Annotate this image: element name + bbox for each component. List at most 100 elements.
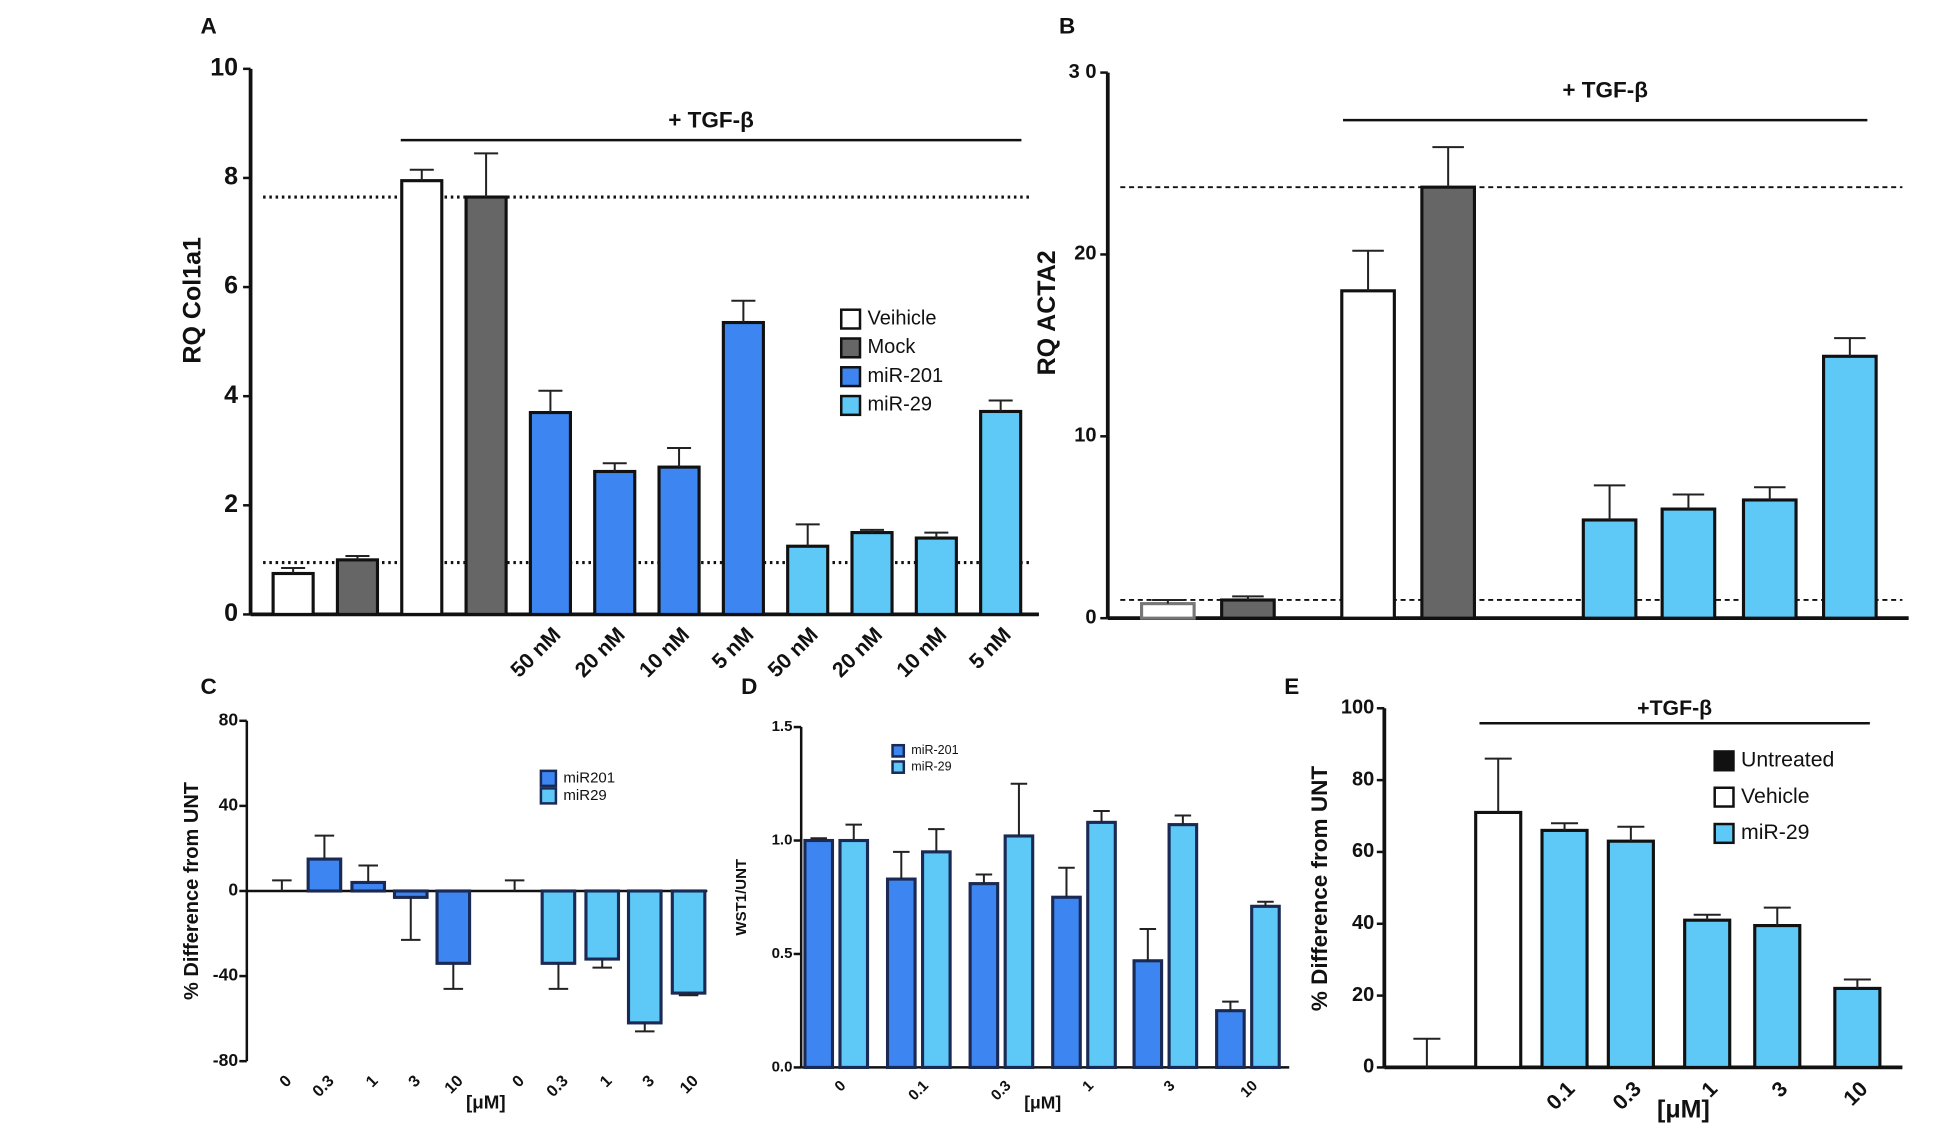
- y-tick-label: 80: [1352, 768, 1374, 790]
- x-tick-label: 10: [1237, 1077, 1261, 1101]
- legend-swatch: [1713, 786, 1735, 808]
- panel-letter: B: [1059, 13, 1075, 38]
- x-tick-label: 10 nM: [892, 622, 952, 682]
- bar: [626, 889, 663, 1025]
- panel-letter: A: [201, 13, 217, 38]
- y-tick-label: 0: [1085, 606, 1096, 628]
- x-tick-label: 5 nM: [707, 622, 758, 673]
- x-tick-label: 1: [1079, 1077, 1097, 1095]
- error-bar: [602, 462, 627, 472]
- error-bar: [1232, 595, 1264, 600]
- error-bar: [795, 523, 820, 547]
- error-bar: [924, 531, 949, 539]
- error-bar: [345, 555, 370, 560]
- legend-swatch: [839, 394, 862, 417]
- error-bar: [443, 963, 464, 990]
- bar: [914, 536, 958, 616]
- error-bar: [1174, 814, 1192, 825]
- legend-label: miR-29: [1741, 820, 1810, 844]
- legend-swatch: [839, 308, 862, 330]
- x-tick-label: 5 nM: [964, 622, 1015, 673]
- y-tick-label: 3 0: [1069, 61, 1097, 83]
- bar: [979, 409, 1023, 616]
- y-axis-label: WST1/UNT: [733, 859, 750, 936]
- y-tick-label: 2: [224, 490, 238, 518]
- bar: [464, 195, 508, 616]
- x-tick-label: 50 nM: [763, 622, 823, 682]
- x-tick-label: 10: [1839, 1077, 1873, 1111]
- error-bar: [400, 897, 421, 941]
- error-bar: [1352, 249, 1384, 291]
- error-bar: [1593, 484, 1626, 520]
- legend-swatch: [1713, 750, 1735, 772]
- error-bar: [731, 299, 756, 323]
- error-bar: [1010, 782, 1028, 836]
- legend-swatch: [539, 769, 558, 788]
- error-bar: [358, 864, 378, 883]
- bar: [838, 838, 870, 1069]
- bar: [1215, 1009, 1246, 1069]
- x-tick-label: 0: [831, 1077, 849, 1095]
- legend-label: Untreated: [1741, 747, 1834, 771]
- error-bar: [1672, 493, 1705, 510]
- bar: [1581, 518, 1638, 620]
- legend-label: miR-201: [868, 365, 944, 387]
- x-tick-label: 0.1: [905, 1077, 932, 1104]
- legend-label: miR-201: [911, 743, 958, 757]
- bar: [786, 544, 830, 616]
- error-bar: [860, 528, 885, 533]
- x-tick-label: 50 nM: [506, 622, 566, 682]
- error-bar: [1551, 822, 1579, 831]
- panel-letter: C: [201, 674, 217, 699]
- error-bar: [1432, 146, 1464, 188]
- y-tick-label: 10: [210, 53, 238, 81]
- y-axis-label: % Difference from UNT: [1307, 766, 1332, 1011]
- legend-label: Vehicle: [1741, 784, 1810, 808]
- x-tick-label: 3: [405, 1072, 424, 1091]
- bar: [885, 877, 917, 1069]
- y-tick-label: 20: [1352, 984, 1374, 1006]
- bar: [1474, 810, 1523, 1069]
- bar: [584, 889, 621, 961]
- bar: [1003, 834, 1035, 1069]
- bar: [1753, 924, 1802, 1069]
- x-tick-label: 0.1: [1542, 1077, 1580, 1115]
- y-tick-label: 40: [1352, 912, 1374, 934]
- x-tick-label: 20 nM: [827, 622, 887, 682]
- x-tick-label: 0: [509, 1072, 528, 1091]
- bar: [1420, 185, 1477, 620]
- bar: [1833, 986, 1882, 1069]
- error-bar: [281, 567, 306, 574]
- legend-swatch: [891, 743, 906, 758]
- x-tick-label: 10: [441, 1072, 467, 1098]
- error-bar: [988, 399, 1013, 412]
- error-bar: [1834, 337, 1866, 357]
- bar: [593, 469, 637, 616]
- legend-label: Veihicle: [868, 307, 937, 329]
- y-tick-label: -80: [213, 1050, 239, 1070]
- x-tick-label: 1: [596, 1072, 615, 1091]
- error-bar: [845, 823, 863, 841]
- x-tick-label: 0: [276, 1072, 295, 1091]
- error-bar: [1222, 1000, 1239, 1011]
- y-tick-label: 4: [224, 381, 238, 409]
- bar: [1250, 904, 1281, 1069]
- bar: [1051, 895, 1082, 1069]
- legend-label: miR-29: [868, 394, 933, 416]
- error-bar: [1093, 810, 1110, 823]
- legend-swatch: [539, 787, 558, 805]
- bar: [1606, 839, 1655, 1069]
- annotation: + TGF-β: [668, 107, 754, 132]
- y-tick-label: 0: [228, 880, 238, 900]
- bar: [1683, 918, 1732, 1069]
- bar: [1132, 959, 1164, 1069]
- bar: [1167, 823, 1199, 1069]
- bar: [657, 465, 701, 616]
- x-axis-label: [μM]: [1024, 1093, 1061, 1113]
- y-tick-label: 80: [219, 709, 239, 729]
- y-axis-label: % Difference from UNT: [181, 781, 203, 1000]
- error-bar: [810, 837, 827, 841]
- legend-swatch: [1713, 822, 1735, 845]
